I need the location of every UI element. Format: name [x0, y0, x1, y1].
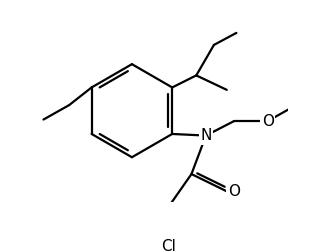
Text: O: O — [228, 184, 240, 199]
Text: O: O — [262, 114, 274, 129]
Text: N: N — [200, 128, 212, 143]
Text: Cl: Cl — [162, 239, 176, 252]
